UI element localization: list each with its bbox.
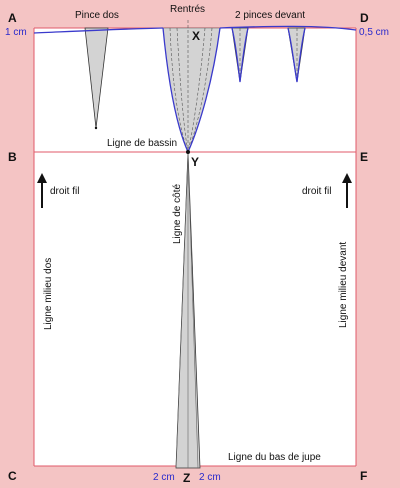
back-dart-label: Pince dos (75, 10, 119, 21)
point-y-dot (186, 150, 190, 154)
hem-line-label: Ligne du bas de jupe (228, 452, 321, 463)
right-grain-label: droit fil (302, 186, 331, 197)
front-darts-label: 2 pinces devant (235, 10, 305, 21)
back-dart-tip (94, 126, 98, 130)
left-rise-label: 1 cm (5, 27, 27, 38)
point-x-label: X (192, 29, 200, 43)
center-back-label: Ligne milieu dos (43, 258, 54, 330)
right-rise-label: 0,5 cm (359, 27, 389, 38)
point-d-label: D (360, 11, 369, 25)
side-seam-crossline-2 (187, 151, 199, 469)
point-a-label: A (8, 11, 17, 25)
point-y-label: Y (191, 155, 199, 169)
side-line-label: Ligne de côté (172, 184, 183, 244)
waist-curves (33, 25, 357, 153)
left-hem-measure: 2 cm (153, 472, 175, 483)
rentres-label: Rentrés (170, 4, 205, 15)
right-hem-measure: 2 cm (199, 472, 221, 483)
point-c-label: C (8, 469, 17, 483)
back-dart (84, 27, 109, 129)
construction-lines (169, 20, 298, 153)
point-e-label: E (360, 150, 368, 164)
center-front-label: Ligne milieu devant (338, 242, 349, 328)
left-grain-label: droit fil (50, 186, 79, 197)
hip-line-label: Ligne de bassin (107, 138, 177, 149)
point-f-label: F (360, 469, 367, 483)
left-grain-arrow (37, 173, 47, 208)
side-seam-crossline-1 (175, 151, 189, 469)
point-b-label: B (8, 150, 17, 164)
point-z-label: Z (183, 471, 190, 485)
right-grain-arrow (342, 173, 352, 208)
